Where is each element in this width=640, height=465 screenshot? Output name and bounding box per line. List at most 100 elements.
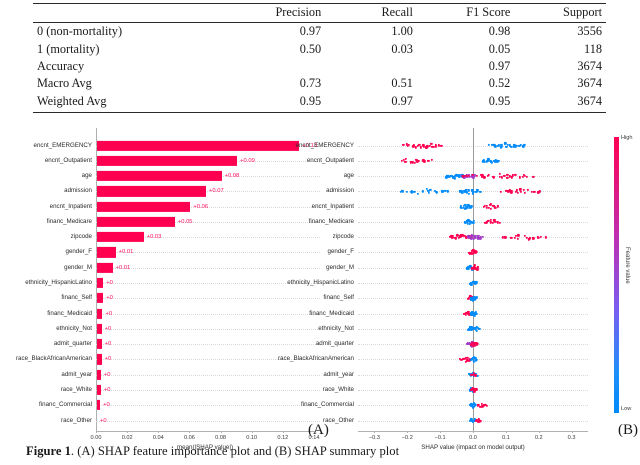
- summary-scatter-point: [473, 342, 476, 346]
- summary-scatter-point: [430, 142, 433, 145]
- summary-scatter-point: [475, 296, 478, 299]
- summary-scatter-point: [538, 190, 542, 193]
- summary-scatter-point: [455, 174, 458, 177]
- summary-scatter-point: [467, 188, 471, 192]
- summary-scatter-point: [437, 144, 440, 147]
- summary-scatter-point: [464, 234, 467, 237]
- summary-scatter-point: [454, 237, 457, 240]
- summary-scatter-point: [477, 237, 480, 240]
- summary-scatter-point: [494, 145, 497, 148]
- summary-scatter-point: [494, 206, 497, 209]
- summary-scatter-point: [423, 146, 426, 149]
- bar-feature-label: financ_Self: [61, 294, 92, 302]
- bar-segment: [97, 170, 222, 182]
- summary-scatter-point: [445, 176, 448, 179]
- summary-scatter-point: [467, 265, 470, 268]
- summary-scatter-point: [473, 251, 476, 254]
- summary-scatter-point: [513, 236, 517, 240]
- summary-scatter-point: [414, 146, 417, 149]
- summary-scatter-point: [515, 144, 518, 148]
- summary-scatter-point: [428, 144, 432, 147]
- summary-scatter-point: [468, 403, 472, 406]
- cell-support: 3556: [577, 24, 602, 39]
- figure-caption: Figure 1. (A) SHAP feature importance pl…: [26, 444, 616, 459]
- summary-scatter-point: [458, 174, 461, 177]
- bar-gridline: [96, 267, 320, 269]
- summary-scatter-point: [486, 174, 490, 178]
- cell-recall: 1.00: [391, 24, 413, 39]
- summary-scatter-point: [464, 360, 467, 363]
- summary-scatter-point: [492, 175, 495, 178]
- summary-scatter-point: [474, 403, 477, 406]
- cell-f1: 0.95: [416, 92, 515, 113]
- summary-scatter-point: [473, 390, 477, 393]
- bar-gridline: [96, 221, 320, 223]
- bar-feature-label: zipcode: [70, 233, 92, 241]
- summary-scatter-point: [479, 419, 482, 422]
- summary-scatter-point: [401, 189, 404, 192]
- summary-scatter-point: [494, 220, 498, 224]
- summary-scatter-point: [523, 175, 527, 178]
- summary-scatter-point: [478, 405, 481, 409]
- summary-scatter-point: [473, 298, 476, 302]
- summary-scatter-point: [470, 418, 473, 421]
- bar-value-label: +0: [104, 341, 112, 348]
- summary-scatter-point: [475, 329, 479, 332]
- summary-scatter-point: [467, 192, 470, 195]
- cell-label: 0 (non-mortality): [37, 24, 123, 39]
- cell-label: 1 (mortality): [37, 41, 100, 56]
- cell-recall: 0.97: [325, 92, 417, 113]
- bar-gridline: [96, 389, 320, 391]
- bar-value-label: +0.01: [115, 264, 131, 271]
- summary-scatter-point: [468, 204, 471, 208]
- summary-scatter-point: [464, 190, 467, 194]
- summary-scatter-point: [483, 160, 486, 163]
- caption-text: . (A) SHAP feature importance plot and (…: [70, 444, 400, 458]
- summary-scatter-point: [461, 191, 464, 194]
- bar-x-tick-label: 0.10: [246, 434, 258, 441]
- bar-feature-label: gender_F: [65, 248, 93, 256]
- cell-f1: 0.52: [488, 76, 511, 91]
- summary-feature-label: financ_Commercial: [301, 401, 354, 409]
- table-row: Weighted Avg 0.95 0.97 0.95 3674: [33, 92, 606, 113]
- summary-scatter-point: [489, 221, 492, 224]
- bar-segment: [97, 369, 101, 380]
- summary-scatter-point: [458, 190, 462, 193]
- bar-value-label: +0: [103, 386, 111, 393]
- bar-gridline: [96, 191, 320, 193]
- bar-x-tick-mark: [158, 430, 160, 434]
- summary-feature-label: ethnicity_Not: [318, 324, 354, 332]
- bar-x-tick-label: 0.12: [277, 434, 289, 441]
- summary-scatter-point: [482, 160, 485, 163]
- bar-segment: [97, 293, 104, 304]
- bar-value-label: +0: [103, 402, 110, 409]
- summary-scatter-point: [466, 328, 470, 331]
- bar-value-label: +0: [104, 356, 112, 363]
- table-row: 1 (mortality) 0.50 0.03 0.05 118: [33, 40, 606, 57]
- summary-scatter-point: [435, 191, 439, 194]
- summary-scatter-point: [434, 143, 437, 146]
- summary-scatter-point: [493, 159, 496, 162]
- summary-scatter-point: [426, 187, 429, 191]
- summary-scatter-point: [470, 205, 473, 208]
- bar-segment: [97, 384, 101, 396]
- bar-feature-label: encnt_EMERGENCY: [33, 141, 92, 149]
- summary-scatter-point: [470, 237, 473, 240]
- summary-scatter-point: [410, 191, 413, 194]
- table-header-row: Precision Recall F1 Score Support: [33, 3, 606, 23]
- summary-scatter-point: [485, 204, 489, 208]
- summary-scatter-point: [472, 174, 475, 178]
- cell-f1: 0.98: [488, 24, 511, 39]
- summary-scatter-point: [427, 189, 430, 193]
- panel-a-letter: (A): [308, 422, 329, 438]
- bar-gridline: [96, 237, 320, 239]
- summary-scatter-point: [471, 296, 474, 299]
- cell-support: 3674: [577, 58, 602, 73]
- summary-feature-label: admit_year: [323, 370, 354, 378]
- summary-scatter-point: [474, 234, 477, 238]
- summary-scatter-point: [466, 342, 470, 346]
- bar-value-label: +0.01: [118, 249, 134, 256]
- summary-scatter-point: [489, 160, 492, 163]
- colorbar-low-label: Low: [621, 406, 632, 412]
- shap-summary-plot: encnt_EMERGENCY encnt_Outpatient age admiss…: [278, 120, 640, 451]
